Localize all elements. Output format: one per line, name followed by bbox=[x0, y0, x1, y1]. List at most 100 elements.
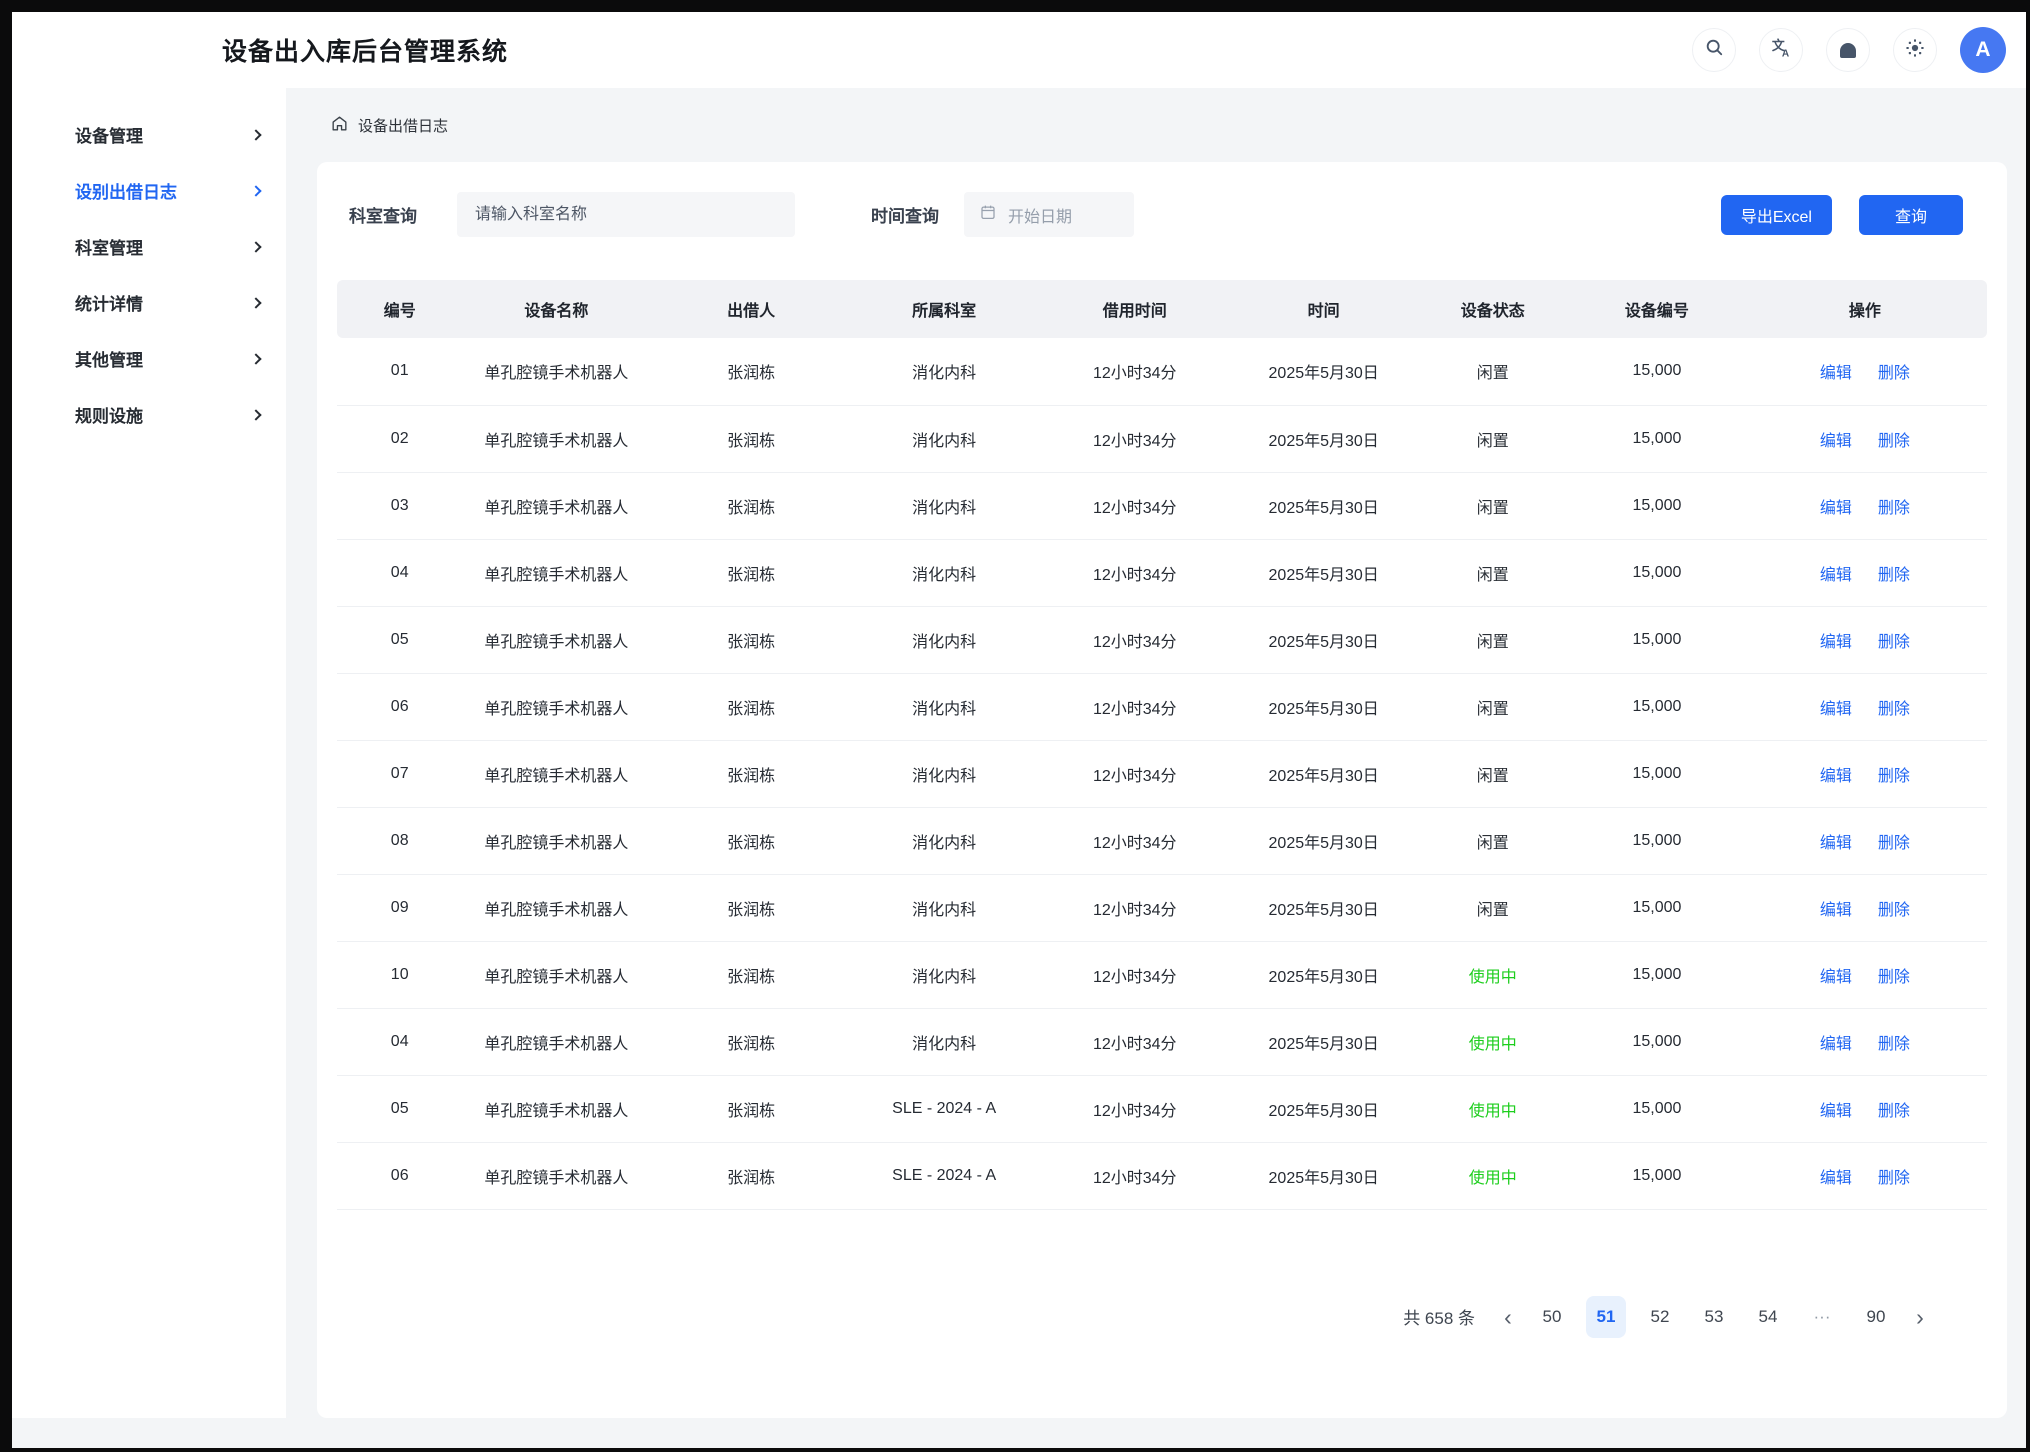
cell-device-name: 单孔腔镜手术机器人 bbox=[462, 740, 651, 808]
edit-link[interactable]: 编辑 bbox=[1819, 1035, 1852, 1053]
cell-device-status: 闲置 bbox=[1414, 338, 1572, 406]
delete-link[interactable]: 删除 bbox=[1877, 1169, 1910, 1187]
sidebar-item[interactable]: 其他管理 bbox=[12, 338, 286, 378]
delete-link[interactable]: 删除 bbox=[1877, 633, 1910, 651]
search-button[interactable] bbox=[1692, 28, 1736, 72]
edit-link[interactable]: 编辑 bbox=[1819, 968, 1852, 986]
edit-link[interactable]: 编辑 bbox=[1819, 566, 1852, 584]
dept-search-input[interactable] bbox=[457, 192, 795, 237]
table-row: 04 单孔腔镜手术机器人 张润栋 消化内科 12小时34分 2025年5月30日… bbox=[337, 539, 1987, 607]
edit-link[interactable]: 编辑 bbox=[1819, 1102, 1852, 1120]
delete-link[interactable]: 删除 bbox=[1877, 901, 1910, 919]
pagination-page[interactable]: 90 bbox=[1866, 1306, 1886, 1326]
cell-device-name: 单孔腔镜手术机器人 bbox=[462, 606, 651, 674]
cell-borrow-duration: 12小时34分 bbox=[1036, 1075, 1233, 1143]
cell-id: 07 bbox=[337, 740, 463, 808]
delete-link[interactable]: 删除 bbox=[1877, 432, 1910, 450]
notification-button[interactable] bbox=[1826, 28, 1870, 72]
brightness-icon bbox=[1904, 37, 1926, 64]
table-row: 07 单孔腔镜手术机器人 张润栋 消化内科 12小时34分 2025年5月30日… bbox=[337, 740, 1987, 808]
chevron-right-icon bbox=[250, 296, 262, 309]
cell-borrower: 张润栋 bbox=[650, 673, 852, 741]
cell-borrow-duration: 12小时34分 bbox=[1036, 472, 1233, 540]
cell-date: 2025年5月30日 bbox=[1232, 338, 1415, 406]
delete-link[interactable]: 删除 bbox=[1877, 566, 1910, 584]
pagination-next-button[interactable]: › bbox=[1916, 1303, 1924, 1330]
pagination-page[interactable]: 50 bbox=[1542, 1306, 1562, 1326]
delete-link[interactable]: 删除 bbox=[1877, 834, 1910, 852]
edit-link[interactable]: 编辑 bbox=[1819, 499, 1852, 517]
cell-device-code: 15,000 bbox=[1571, 941, 1743, 1009]
cell-device-name: 单孔腔镜手术机器人 bbox=[462, 941, 651, 1009]
breadcrumb-label: 设备出借日志 bbox=[358, 117, 449, 135]
pagination-prev-button[interactable]: ‹ bbox=[1504, 1303, 1512, 1330]
export-excel-button[interactable]: 导出Excel bbox=[1720, 194, 1832, 235]
sidebar-item[interactable]: 设备管理 bbox=[12, 114, 286, 154]
edit-link[interactable]: 编辑 bbox=[1819, 901, 1852, 919]
delete-link[interactable]: 删除 bbox=[1877, 1102, 1910, 1120]
table-row: 09 单孔腔镜手术机器人 张润栋 消化内科 12小时34分 2025年5月30日… bbox=[337, 874, 1987, 942]
cell-department: 消化内科 bbox=[851, 472, 1037, 540]
table-row: 02 单孔腔镜手术机器人 张润栋 消化内科 12小时34分 2025年5月30日… bbox=[337, 405, 1987, 473]
cell-actions: 编辑 删除 bbox=[1742, 1008, 1987, 1076]
column-header: 所属科室 bbox=[851, 280, 1037, 338]
delete-link[interactable]: 删除 bbox=[1877, 968, 1910, 986]
table-row: 03 单孔腔镜手术机器人 张润栋 消化内科 12小时34分 2025年5月30日… bbox=[337, 472, 1987, 540]
pagination-page[interactable]: 53 bbox=[1704, 1306, 1724, 1326]
cell-department: SLE - 2024 - A bbox=[851, 1075, 1037, 1143]
cell-borrower: 张润栋 bbox=[650, 606, 852, 674]
cell-borrower: 张润栋 bbox=[650, 740, 852, 808]
delete-link[interactable]: 删除 bbox=[1877, 700, 1910, 718]
sidebar-item[interactable]: 科室管理 bbox=[12, 226, 286, 266]
cell-borrow-duration: 12小时34分 bbox=[1036, 807, 1233, 875]
cell-device-status: 使用中 bbox=[1414, 1142, 1572, 1210]
cell-date: 2025年5月30日 bbox=[1232, 673, 1415, 741]
main-area: 设备管理 设别出借日志 科室管理 统计详情 其他管理 规则设施 设备出借日志 bbox=[12, 88, 2026, 1448]
search-query-button[interactable]: 查询 bbox=[1858, 194, 1963, 235]
cell-date: 2025年5月30日 bbox=[1232, 1075, 1415, 1143]
cell-device-status: 闲置 bbox=[1414, 874, 1572, 942]
delete-link[interactable]: 删除 bbox=[1877, 1035, 1910, 1053]
delete-link[interactable]: 删除 bbox=[1877, 365, 1910, 383]
cell-device-status: 闲置 bbox=[1414, 673, 1572, 741]
cell-borrower: 张润栋 bbox=[650, 1142, 852, 1210]
edit-link[interactable]: 编辑 bbox=[1819, 365, 1852, 383]
sidebar-item-label: 规则设施 bbox=[75, 406, 143, 426]
chevron-right-icon bbox=[250, 128, 262, 141]
edit-link[interactable]: 编辑 bbox=[1819, 633, 1852, 651]
edit-link[interactable]: 编辑 bbox=[1819, 700, 1852, 718]
delete-link[interactable]: 删除 bbox=[1877, 499, 1910, 517]
cell-device-code: 15,000 bbox=[1571, 338, 1743, 406]
edit-link[interactable]: 编辑 bbox=[1819, 767, 1852, 785]
cell-actions: 编辑 删除 bbox=[1742, 606, 1987, 674]
start-date-picker[interactable]: 开始日期 bbox=[964, 192, 1134, 237]
cell-date: 2025年5月30日 bbox=[1232, 539, 1415, 607]
cell-actions: 编辑 删除 bbox=[1742, 1075, 1987, 1143]
home-icon[interactable] bbox=[330, 114, 349, 137]
sidebar-item[interactable]: 规则设施 bbox=[12, 394, 286, 434]
table-row: 05 单孔腔镜手术机器人 张润栋 SLE - 2024 - A 12小时34分 … bbox=[337, 1075, 1987, 1143]
edit-link[interactable]: 编辑 bbox=[1819, 1169, 1852, 1187]
sidebar-item[interactable]: 设别出借日志 bbox=[12, 170, 286, 210]
app-title: 设备出入库后台管理系统 bbox=[222, 38, 509, 66]
user-avatar[interactable]: A bbox=[1960, 27, 2006, 73]
delete-link[interactable]: 删除 bbox=[1877, 767, 1910, 785]
edit-link[interactable]: 编辑 bbox=[1819, 432, 1852, 450]
sidebar-item[interactable]: 统计详情 bbox=[12, 282, 286, 322]
theme-button[interactable] bbox=[1893, 28, 1937, 72]
pagination-page[interactable]: 52 bbox=[1650, 1306, 1670, 1326]
cell-department: 消化内科 bbox=[851, 673, 1037, 741]
pagination-page[interactable]: 51 bbox=[1586, 1295, 1626, 1338]
cell-department: 消化内科 bbox=[851, 338, 1037, 406]
start-date-placeholder: 开始日期 bbox=[1008, 208, 1073, 226]
table-row: 08 单孔腔镜手术机器人 张润栋 消化内科 12小时34分 2025年5月30日… bbox=[337, 807, 1987, 875]
column-header: 借用时间 bbox=[1036, 280, 1233, 338]
search-icon bbox=[1704, 37, 1725, 63]
sidebar-item-label: 设备管理 bbox=[75, 126, 143, 146]
cell-borrower: 张润栋 bbox=[650, 472, 852, 540]
cell-device-status: 使用中 bbox=[1414, 1075, 1572, 1143]
pagination-page[interactable]: 54 bbox=[1758, 1306, 1778, 1326]
edit-link[interactable]: 编辑 bbox=[1819, 834, 1852, 852]
